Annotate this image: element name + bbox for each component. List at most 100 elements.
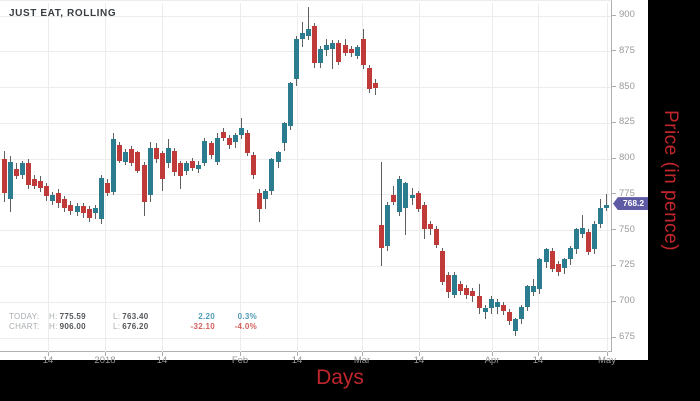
h-gridline <box>0 194 611 196</box>
candlestick <box>123 151 129 162</box>
chart-change-pct: -4.0% <box>234 322 257 331</box>
x-axis-tick <box>419 352 420 356</box>
candlestick <box>409 194 415 198</box>
candlestick <box>299 33 305 39</box>
candlestick <box>305 28 311 37</box>
today-low-value: 763.40 <box>122 312 149 321</box>
x-axis-tick <box>607 352 608 356</box>
candlestick <box>458 283 464 291</box>
candlestick <box>482 307 488 313</box>
x-axis-tick-label: Mar <box>353 355 371 366</box>
v-gridline <box>538 3 539 353</box>
today-label: TODAY: <box>9 312 40 321</box>
v-gridline <box>240 3 241 353</box>
candlestick <box>208 143 214 155</box>
candlestick <box>19 163 25 175</box>
candlestick <box>506 312 512 321</box>
candlestick <box>342 44 348 54</box>
chart-label: CHART: <box>9 322 40 331</box>
x-axis-tick-label: 14 <box>156 355 168 366</box>
v-gridline <box>105 3 106 353</box>
candlestick <box>220 131 226 138</box>
candlestick <box>415 193 421 210</box>
y-axis-tick-label: 750 <box>619 223 635 235</box>
x-axis-tick-label: 14 <box>532 355 544 366</box>
candlestick <box>604 204 610 208</box>
candlestick <box>105 183 111 194</box>
v-gridline <box>297 3 298 353</box>
candlestick-plot[interactable] <box>0 0 612 353</box>
candlestick <box>360 38 366 65</box>
candlestick <box>38 180 44 188</box>
candlestick <box>561 259 567 268</box>
candle-wick <box>332 40 334 69</box>
x-axis-tick-label: 14 <box>413 355 425 366</box>
candlestick <box>525 286 531 307</box>
x-axis-tick <box>105 352 106 356</box>
candlestick <box>226 137 232 145</box>
h-gridline <box>0 337 611 339</box>
candlestick <box>567 247 573 260</box>
candlestick <box>586 232 592 253</box>
y-axis-tick <box>612 121 616 123</box>
y-axis-title: Price (in pence) <box>660 110 681 252</box>
candlestick <box>257 193 263 210</box>
h-gridline <box>0 230 611 232</box>
y-axis-tick <box>612 264 616 266</box>
candlestick <box>366 67 372 89</box>
candlestick <box>135 151 141 171</box>
chart-change: -32.10 <box>190 322 215 331</box>
today-high: H: 775.59 <box>49 312 113 322</box>
candlestick <box>391 194 397 203</box>
candlestick <box>555 263 561 273</box>
candlestick <box>592 223 598 250</box>
y-axis-tick-label: 700 <box>619 295 635 307</box>
h-gridline <box>0 87 611 89</box>
candle-wick <box>381 161 383 267</box>
y-axis-tick <box>612 50 616 52</box>
candlestick <box>159 153 165 180</box>
candlestick <box>372 83 378 88</box>
candlestick <box>184 163 190 171</box>
y-axis-tick <box>612 229 616 231</box>
candlestick <box>31 179 37 187</box>
today-change: 2.20 <box>198 312 215 321</box>
candlestick <box>379 224 385 248</box>
candlestick <box>74 206 80 213</box>
candle-wick <box>606 194 608 212</box>
h-gridline <box>0 15 611 17</box>
last-price-badge: 768.2 <box>613 197 648 211</box>
candlestick <box>287 83 293 127</box>
h-gridline <box>0 158 611 160</box>
y-axis-tick <box>612 193 616 195</box>
candlestick <box>281 123 287 144</box>
y-axis-tick-label: 850 <box>619 80 635 92</box>
chart-high: H: 906.00 <box>49 322 113 332</box>
v-gridline <box>48 3 49 353</box>
candle-wick <box>405 182 407 235</box>
candlestick <box>293 38 299 79</box>
x-axis-tick <box>492 352 493 356</box>
y-axis-tick-label: 875 <box>619 44 635 56</box>
y-axis-tick <box>612 336 616 338</box>
candlestick <box>190 160 196 168</box>
candlestick <box>147 147 153 195</box>
candlestick <box>537 259 543 290</box>
today-low-prefix: L: <box>113 312 121 321</box>
candlestick <box>470 290 476 297</box>
candlestick <box>1 158 7 194</box>
candlestick <box>336 43 342 62</box>
candlestick <box>80 206 86 214</box>
candlestick <box>153 147 159 160</box>
chart-high-prefix: H: <box>49 322 58 331</box>
candlestick <box>324 44 330 51</box>
today-change-pct: 0.3% <box>237 312 257 321</box>
candlestick <box>92 207 98 214</box>
candlestick <box>251 154 257 175</box>
x-axis-tick <box>162 352 163 356</box>
candlestick <box>111 139 117 192</box>
candlestick <box>439 250 445 283</box>
candlestick <box>245 133 251 154</box>
chart-low-value: 676.20 <box>122 322 149 331</box>
